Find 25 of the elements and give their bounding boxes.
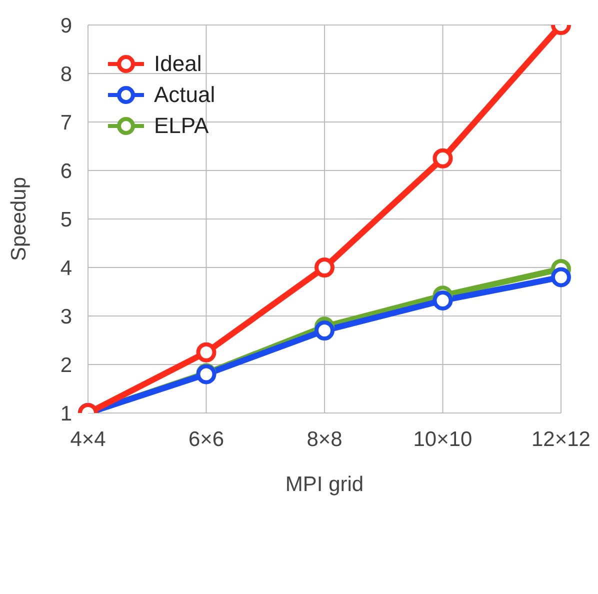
legend-label: Ideal <box>154 50 202 76</box>
x-tick-label: 6×6 <box>188 428 224 451</box>
point <box>551 267 571 288</box>
y-tick-label: 6 <box>60 160 72 183</box>
y-tick-label: 4 <box>60 256 72 280</box>
legend-label: ELPA <box>154 112 209 138</box>
point <box>432 148 453 168</box>
point <box>314 258 334 278</box>
legend-label: Actual <box>154 82 216 108</box>
point <box>432 290 453 310</box>
x-tick-label: 4×4 <box>70 428 106 451</box>
y-tick-label: 5 <box>60 208 72 232</box>
x-axis-title: MPI grid <box>285 473 364 496</box>
y-axis-title: Speedup <box>7 176 30 262</box>
point <box>196 342 216 362</box>
y-tick-label: 8 <box>60 62 72 86</box>
x-tick-label: 8×8 <box>306 428 342 451</box>
y-tick-label: 7 <box>60 111 72 134</box>
x-tick-label: 12×12 <box>532 428 590 451</box>
point <box>314 320 334 341</box>
y-tick-label: 2 <box>60 354 72 377</box>
y-tick-label: 9 <box>60 14 72 38</box>
x-tick-label: 10×10 <box>413 428 472 451</box>
y-tick-label: 1 <box>60 402 72 426</box>
y-tick-label: 3 <box>60 305 72 328</box>
